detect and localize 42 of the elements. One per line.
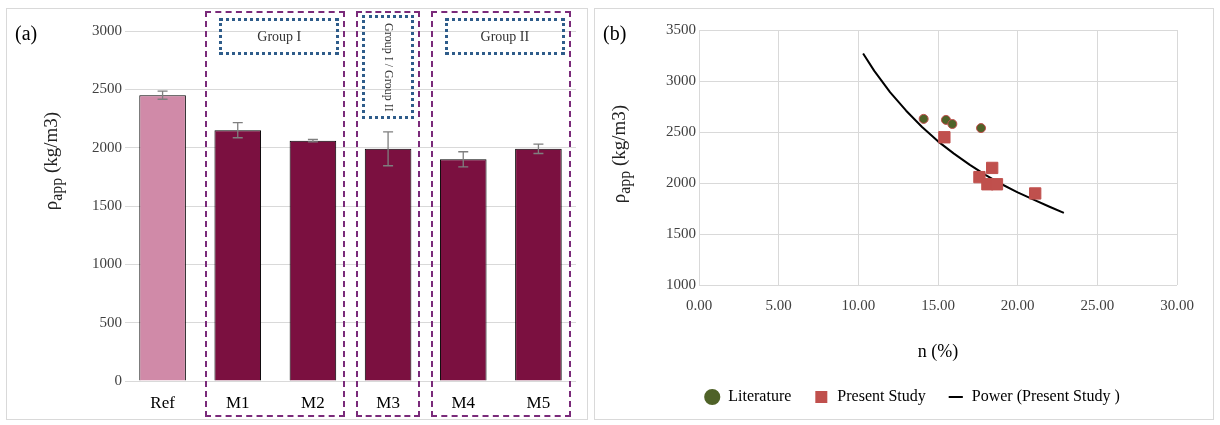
x-axis-title: n (%) (917, 340, 959, 362)
x-tick-label: M2 (301, 392, 325, 412)
x-tick-label: 15.00 (921, 297, 955, 314)
dotted-outline: Group II (444, 18, 565, 55)
x-tick-label: 30.00 (1160, 297, 1194, 314)
x-tick-label: M4 (451, 392, 476, 412)
point (947, 118, 958, 129)
x-tick-label: Ref (150, 392, 176, 412)
chart-title: (b) (603, 22, 627, 46)
legend-label: Literature (728, 387, 792, 405)
point (986, 161, 999, 175)
y-tick-label: 3500 (666, 20, 696, 37)
x-tick-label: 0.00 (685, 297, 713, 314)
dotted-outline: Group I / Group II (361, 15, 415, 119)
x-tick-label: M1 (225, 392, 250, 412)
point (990, 178, 1004, 191)
y-tick-label: 3000 (666, 72, 696, 89)
x-tick-label: 20.00 (1000, 297, 1035, 314)
y-tick-label: 1000 (666, 276, 696, 293)
point (976, 123, 987, 134)
point (1029, 187, 1042, 200)
legend-label: Present Study (837, 387, 926, 406)
x-tick-label: 5.00 (765, 297, 792, 314)
chart-title: (a) (15, 22, 38, 46)
y-tick-label: 500 (99, 313, 122, 330)
y-tick-label: 1000 (92, 255, 122, 272)
x-tick-label: 25.00 (1080, 297, 1115, 314)
x-tick-label: M5 (526, 392, 551, 412)
y-tick-label: 0 (114, 371, 122, 388)
legend-label: Power (Present Study ) (971, 387, 1120, 406)
y-tick-label: 1500 (92, 196, 122, 213)
dotted-outline: Group I (219, 18, 340, 55)
y-tick-label: 3000 (92, 21, 122, 38)
x-tick-label: 10.00 (841, 297, 876, 314)
y-tick-label: 2000 (92, 138, 122, 155)
point (938, 131, 951, 144)
point (918, 113, 929, 124)
y-tick-label: 2000 (666, 174, 696, 191)
x-tick-label: M3 (376, 392, 400, 412)
y-tick-label: 2500 (666, 123, 696, 140)
y-tick-label: 2500 (92, 80, 122, 97)
y-tick-label: 1500 (666, 225, 696, 242)
